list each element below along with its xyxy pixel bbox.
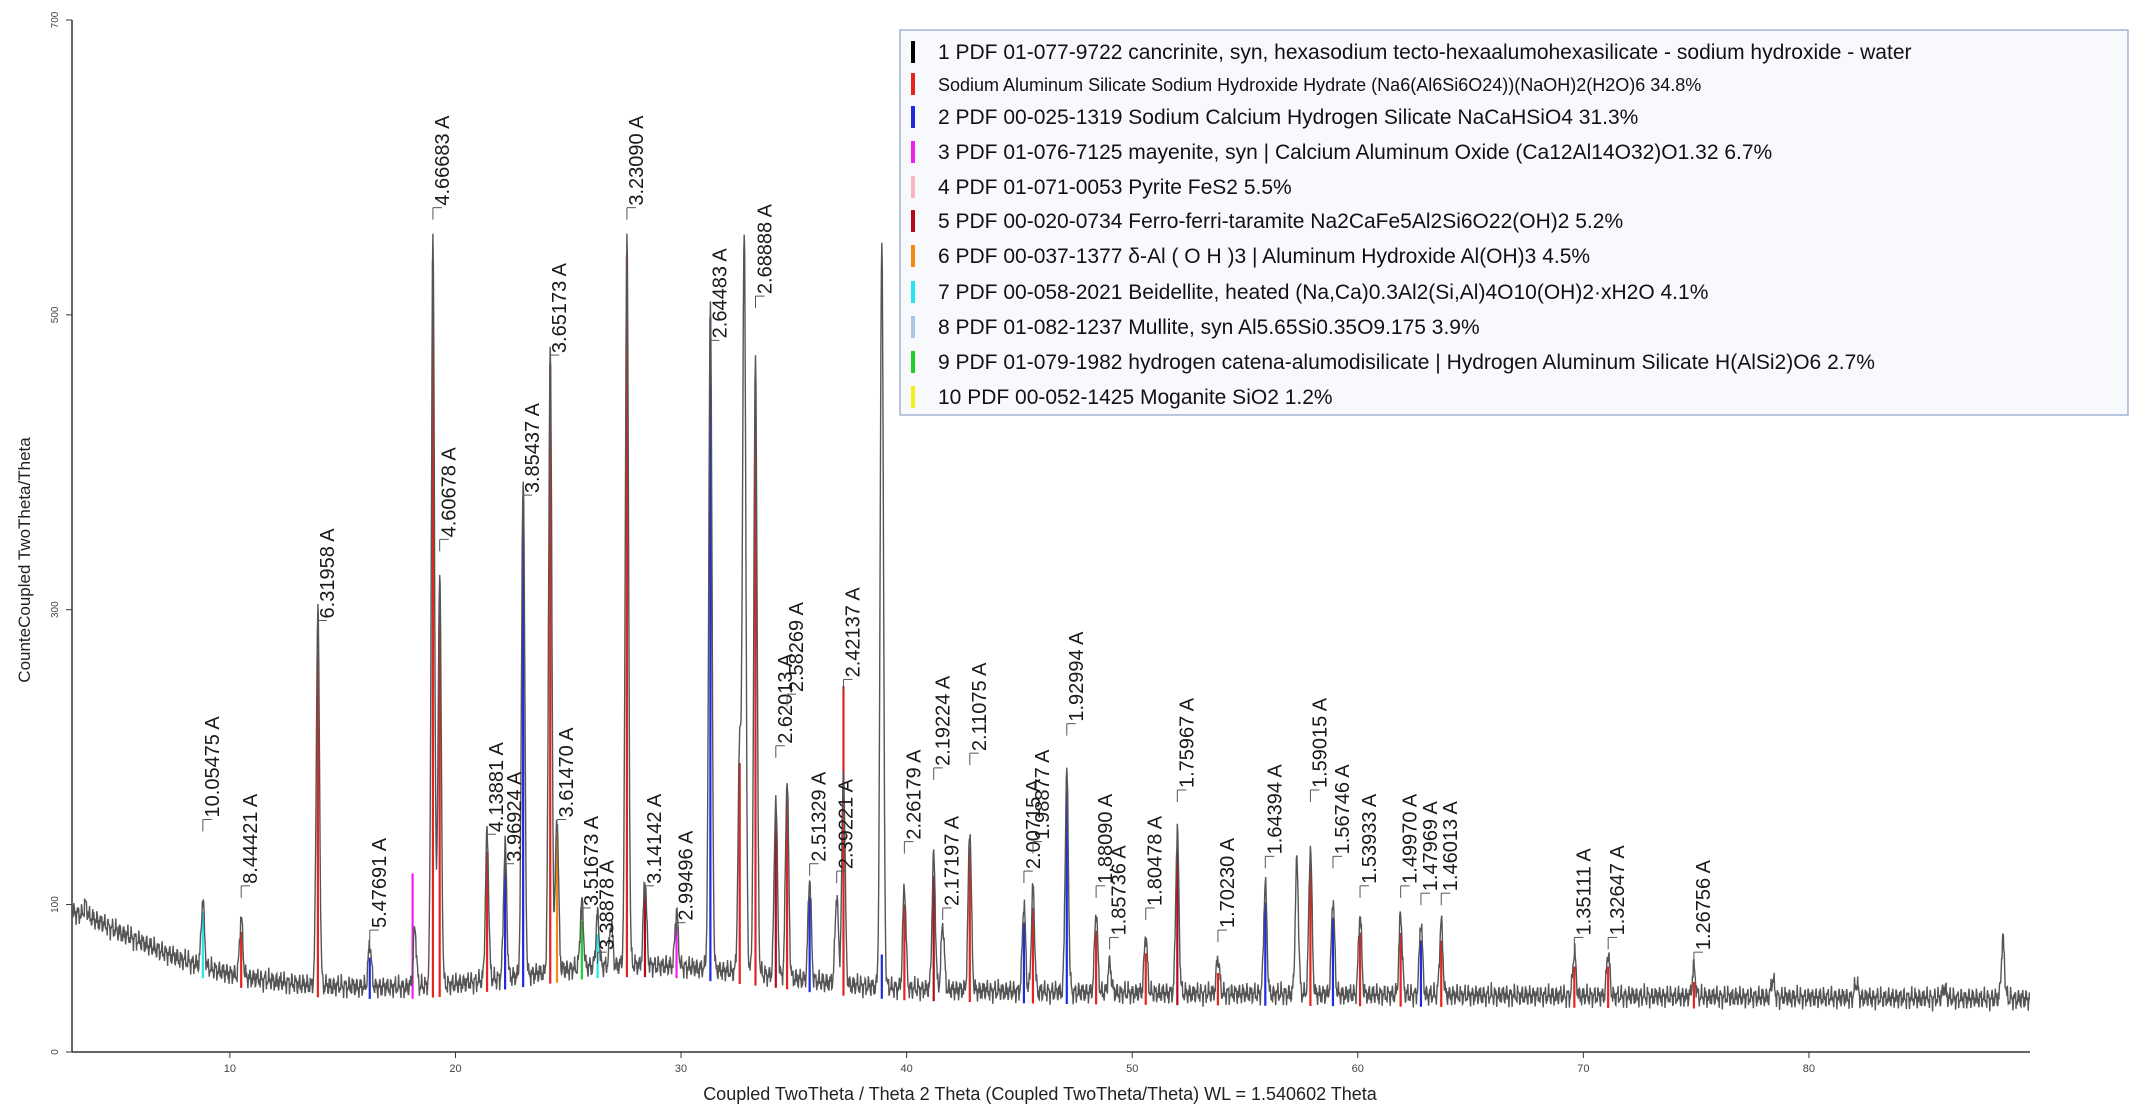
legend-swatch — [911, 73, 915, 95]
peak-d-spacing-label: 1.32647 A — [1607, 845, 1629, 936]
peak-d-spacing-label: 2.64483 A — [709, 248, 731, 339]
legend-entry-label: 3 PDF 01-076-7125 mayenite, syn | Calciu… — [938, 141, 1772, 164]
peak-d-spacing-label: 1.85736 A — [1109, 845, 1131, 936]
legend-swatch — [911, 281, 915, 303]
peak-d-spacing-label: 1.35111 A — [1573, 848, 1595, 936]
peak-annotations: 10.05475 A 8.44421 A 6.31958 A 5.47691 A 4.6… — [202, 115, 1715, 965]
y-tick-label: 700 — [50, 11, 61, 28]
peak-d-spacing-label: 10.05475 A — [202, 716, 224, 818]
legend-swatch — [911, 41, 915, 63]
y-tick-label: 0 — [50, 1049, 61, 1055]
x-tick-label: 70 — [1577, 1063, 1589, 1075]
peak-d-spacing-label: 5.47691 A — [369, 837, 391, 928]
legend-entry-label: 9 PDF 01-079-1982 hydrogen catena-alumod… — [938, 351, 1875, 374]
peak-d-spacing-label: 2.51329 A — [809, 771, 831, 862]
peak-d-spacing-label: 3.38878 A — [597, 859, 619, 950]
peak-d-spacing-label: 1.64394 A — [1264, 764, 1286, 855]
legend-swatch — [911, 316, 915, 338]
measured-pattern-line — [72, 233, 2030, 1012]
x-tick-label: 10 — [224, 1063, 236, 1075]
legend-swatch — [911, 245, 915, 267]
peak-d-spacing-label: 1.88090 A — [1095, 793, 1117, 884]
peak-d-spacing-label: 2.19224 A — [933, 675, 955, 766]
x-tick-label: 30 — [675, 1063, 687, 1075]
x-tick-label: 80 — [1803, 1063, 1815, 1075]
y-tick-label: 100 — [50, 896, 61, 913]
peak-d-spacing-label: 1.75967 A — [1176, 697, 1198, 788]
peak-d-spacing-label: 3.96924 A — [504, 771, 526, 862]
peak-d-spacing-label: 3.51673 A — [581, 815, 603, 906]
peak-d-spacing-label: 1.59015 A — [1309, 697, 1331, 788]
y-axis-label: CounteCoupled TwoTheta/Theta — [15, 437, 34, 683]
peak-d-spacing-label: 1.53933 A — [1359, 793, 1381, 884]
peak-d-spacing-label: 2.62013 A — [775, 653, 797, 744]
peak-d-spacing-label: 2.99496 A — [676, 830, 698, 921]
peak-d-spacing-label: 4.66683 A — [432, 115, 454, 206]
peak-d-spacing-label: 1.47969 A — [1420, 800, 1442, 891]
legend-swatch — [911, 351, 915, 373]
peak-d-spacing-label: 1.46013 A — [1440, 800, 1462, 891]
legend: 1 PDF 01-077-9722 cancrinite, syn, hexas… — [899, 29, 2129, 416]
peak-d-spacing-label: 1.56746 A — [1332, 764, 1354, 855]
peak-d-spacing-label: 1.49970 A — [1400, 793, 1422, 884]
legend-entry-label: 1 PDF 01-077-9722 cancrinite, syn, hexas… — [938, 41, 1912, 64]
legend-box — [899, 29, 2129, 416]
peak-d-spacing-label: 1.70230 A — [1217, 837, 1239, 928]
peak-d-spacing-label: 3.65173 A — [549, 262, 571, 353]
legend-swatch — [911, 386, 915, 408]
x-axis-label: Coupled TwoTheta / Theta 2 Theta (Couple… — [703, 1084, 1378, 1104]
x-tick-label: 50 — [1126, 1063, 1138, 1075]
peak-d-spacing-label: 1.26756 A — [1693, 859, 1715, 950]
legend-entry-label: 7 PDF 00-058-2021 Beidellite, heated (Na… — [938, 281, 1708, 304]
legend-entry-label: 6 PDF 00-037-1377 δ-Al ( O H )3 | Alumin… — [938, 245, 1590, 268]
legend-entry-label: 2 PDF 00-025-1319 Sodium Calcium Hydroge… — [938, 106, 1638, 129]
peak-d-spacing-label: 2.42137 A — [842, 587, 864, 678]
y-tick-label: 500 — [50, 306, 61, 323]
peak-d-spacing-label: 2.26179 A — [903, 749, 925, 840]
peak-d-spacing-label: 1.80478 A — [1145, 815, 1167, 906]
legend-entry-label: 8 PDF 01-082-1237 Mullite, syn Al5.65Si0… — [938, 316, 1480, 339]
phase-sticks — [201, 254, 1695, 1009]
peak-d-spacing-label: 4.60678 A — [439, 447, 461, 538]
peak-d-spacing-label: 2.11075 A — [969, 662, 991, 751]
peak-d-spacing-label: 3.14142 A — [644, 793, 666, 884]
peak-d-spacing-label: 2.68888 A — [754, 203, 776, 294]
legend-swatch — [911, 210, 915, 232]
legend-swatch — [911, 176, 915, 198]
peak-d-spacing-label: 6.31958 A — [317, 528, 339, 619]
peak-d-spacing-label: 1.98877 A — [1032, 749, 1054, 840]
peak-d-spacing-label: 2.17197 A — [942, 815, 964, 906]
peak-d-spacing-label: 2.00715 A — [1023, 778, 1045, 869]
peak-d-spacing-label: 3.85437 A — [522, 402, 544, 493]
x-tick-label: 40 — [901, 1063, 913, 1075]
legend-entry-label: 4 PDF 01-071-0053 Pyrite FeS2 5.5% — [938, 176, 1292, 199]
peak-d-spacing-label: 3.61470 A — [556, 727, 578, 818]
x-tick-label: 60 — [1352, 1063, 1364, 1075]
legend-swatch — [911, 106, 915, 128]
legend-entry-label: Sodium Aluminum Silicate Sodium Hydroxid… — [938, 75, 1701, 95]
legend-entry-label: 10 PDF 00-052-1425 Moganite SiO2 1.2% — [938, 386, 1333, 409]
peak-d-spacing-label: 8.44421 A — [240, 793, 262, 884]
peak-d-spacing-label: 1.92994 A — [1066, 631, 1088, 722]
peak-d-spacing-label: 2.58269 A — [786, 601, 808, 692]
legend-swatch — [911, 141, 915, 163]
legend-entry-label: 5 PDF 00-020-0734 Ferro-ferri-taramite N… — [938, 210, 1623, 233]
axes: 10 20 30 40 50 60 70 80 0 100 300 500 700 — [50, 11, 2030, 1075]
x-tick-label: 20 — [449, 1063, 461, 1075]
series-layer — [72, 233, 2030, 1012]
peak-d-spacing-label: 3.23090 A — [626, 115, 648, 206]
y-tick-label: 300 — [50, 601, 61, 618]
peak-d-spacing-label: 2.39221 A — [836, 778, 858, 869]
peak-d-spacing-label: 4.13881 A — [486, 741, 508, 832]
